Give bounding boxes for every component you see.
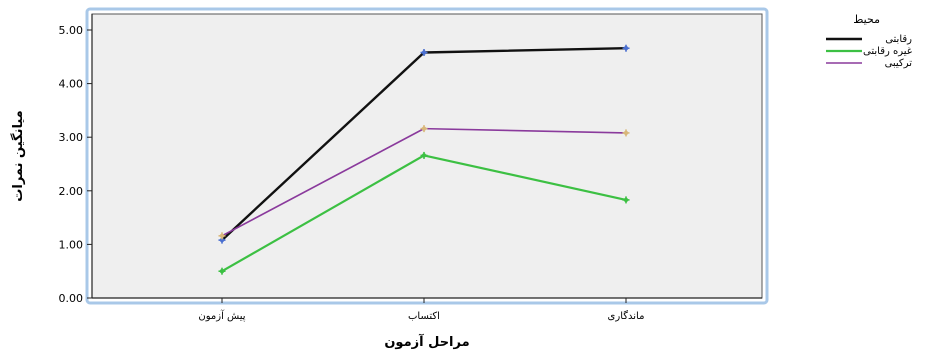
data-point xyxy=(218,267,226,275)
x-ticks: پیش آزمون اکتساب ماندگاری xyxy=(198,298,644,322)
x-tick-label: ماندگاری xyxy=(608,310,645,322)
legend-item: ترکیبی xyxy=(826,58,912,69)
x-axis-title: مراحل آزمون xyxy=(384,333,469,350)
data-point-dot xyxy=(623,46,629,51)
data-point-dot xyxy=(421,126,427,131)
data-point xyxy=(218,232,226,240)
legend-item: غیره رقابتی xyxy=(826,46,912,57)
series-1 xyxy=(218,44,630,244)
data-point xyxy=(420,49,428,57)
plot-area xyxy=(91,13,763,299)
legend-item: رقابتی xyxy=(826,34,912,45)
data-point xyxy=(420,151,428,159)
data-point xyxy=(622,129,630,137)
data-point xyxy=(420,125,428,133)
y-tick-label: 4.00 xyxy=(59,78,84,91)
series-2 xyxy=(218,151,630,275)
legend-label: رقابتی xyxy=(885,34,912,45)
series-3 xyxy=(218,125,630,240)
data-point-dot xyxy=(421,50,427,55)
y-tick-label: 5.00 xyxy=(59,24,84,37)
y-tick-label: 0.00 xyxy=(59,292,84,305)
y-axis-title: میانگین نمرات xyxy=(10,110,26,201)
legend-label: غیره رقابتی xyxy=(863,46,912,57)
data-point xyxy=(622,44,630,52)
legend-label: ترکیبی xyxy=(885,58,913,69)
data-point-dot xyxy=(219,237,225,243)
y-tick-label: 1.00 xyxy=(59,238,84,251)
x-tick-label: پیش آزمون xyxy=(198,309,245,322)
x-tick-label: اکتساب xyxy=(408,311,440,322)
data-point-dot xyxy=(219,269,225,274)
y-tick-label: 2.00 xyxy=(59,185,84,198)
series-layer xyxy=(218,44,630,275)
data-point-dot xyxy=(219,233,225,239)
data-point-dot xyxy=(421,153,427,158)
chart-frame xyxy=(85,7,769,305)
y-tick-label: 3.00 xyxy=(59,131,84,144)
data-point-dot xyxy=(623,197,629,203)
y-ticks: 0.00 1.00 2.00 3.00 4.00 5.00 xyxy=(59,24,92,305)
data-point-dot xyxy=(623,130,629,136)
data-point xyxy=(622,196,630,204)
legend-title: محیط xyxy=(853,13,880,26)
